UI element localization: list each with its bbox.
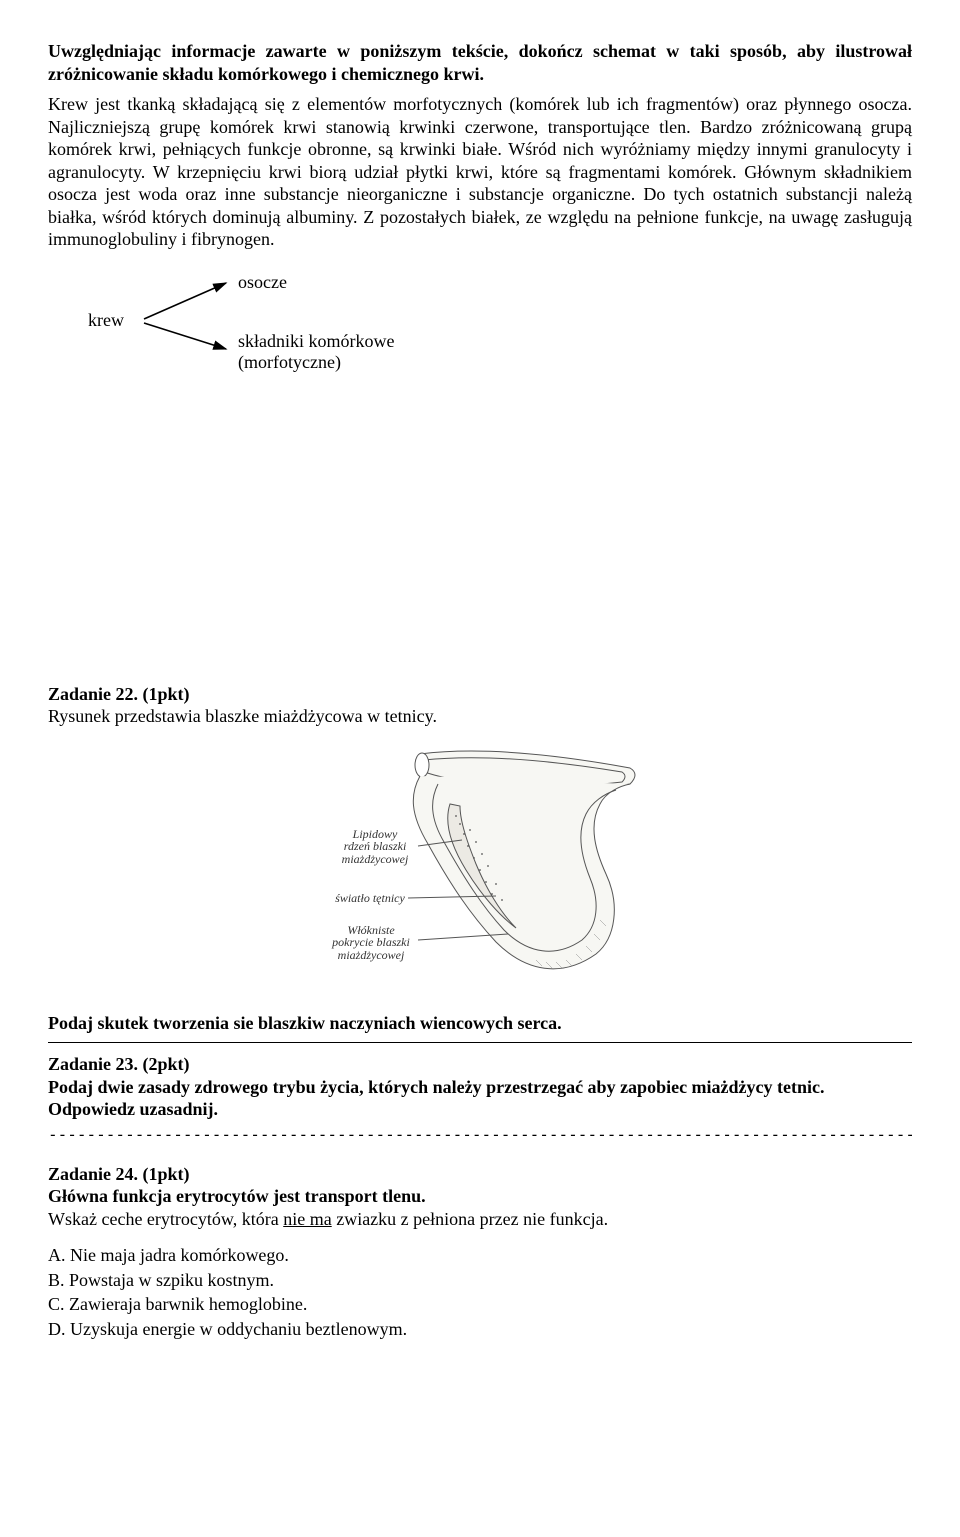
task24-line2-underline: nie ma (283, 1209, 331, 1229)
tree-branch2-line2: (morfotyczne) (238, 352, 341, 372)
answer-space (48, 401, 912, 661)
task22-block: Zadanie 22. (1pkt) Rysunek przedstawia b… (48, 683, 912, 728)
tree-branch-morfotyczne: składniki komórkowe (morfotyczne) (238, 331, 394, 374)
task23-block: Zadanie 23. (2pkt) Podaj dwie zasady zdr… (48, 1053, 912, 1121)
tree-root-label: krew (88, 309, 124, 332)
task23-head: Zadanie 23. (2pkt) (48, 1054, 190, 1074)
fig-label-fibrous: Włókniste pokrycie blaszki miażdżycowej (322, 924, 420, 962)
fig-label-lipid: Lipidowy rdzeń blaszki miażdżycowej (330, 828, 420, 866)
task24-line2a: Wskaż ceche erytrocytów, która (48, 1209, 283, 1229)
dash-line: ----------------------------------------… (48, 1125, 912, 1145)
tree-branch2-line1: składniki komórkowe (238, 331, 394, 351)
rule-1 (48, 1042, 912, 1043)
tree-arrows (140, 275, 240, 365)
task22-body: Rysunek przedstawia blaszke miażdżycowa … (48, 706, 437, 726)
task24-line2b: zwiazku z pełniona przez nie funkcja. (332, 1209, 608, 1229)
artery-figure: Lipidowy rdzeń blaszki miażdżycowej świa… (48, 734, 912, 994)
option-b[interactable]: B. Powstaja w szpiku kostnym. (48, 1269, 912, 1292)
task24-line1: Główna funkcja erytrocytów jest transpor… (48, 1186, 426, 1206)
task24-head: Zadanie 24. (1pkt) (48, 1164, 190, 1184)
task23-body: Podaj dwie zasady zdrowego trybu życia, … (48, 1077, 825, 1120)
task22-head: Zadanie 22. (1pkt) (48, 684, 190, 704)
fig-label-fibrous-3: miażdżycowej (338, 948, 405, 962)
tree-branch-osocze: osocze (238, 271, 287, 294)
fig-label-lumen: światło tętnicy (328, 892, 412, 905)
options-list: A. Nie maja jadra komórkowego. B. Powsta… (48, 1244, 912, 1340)
intro-bold: Uwzględniając informacje zawarte w poniż… (48, 40, 912, 85)
task22-question: Podaj skutek tworzenia sie blaszkiw nacz… (48, 1012, 912, 1035)
option-d[interactable]: D. Uzyskuja energie w oddychaniu beztlen… (48, 1318, 912, 1341)
option-c[interactable]: C. Zawieraja barwnik hemoglobine. (48, 1293, 912, 1316)
option-a[interactable]: A. Nie maja jadra komórkowego. (48, 1244, 912, 1267)
fig-label-lipid-3: miażdżycowej (342, 852, 409, 866)
intro-body: Krew jest tkanką składającą się z elemen… (48, 93, 912, 251)
blood-tree-diagram: krew osocze składniki komórkowe (morfoty… (168, 273, 912, 393)
task24-block: Zadanie 24. (1pkt) Główna funkcja erytro… (48, 1163, 912, 1231)
